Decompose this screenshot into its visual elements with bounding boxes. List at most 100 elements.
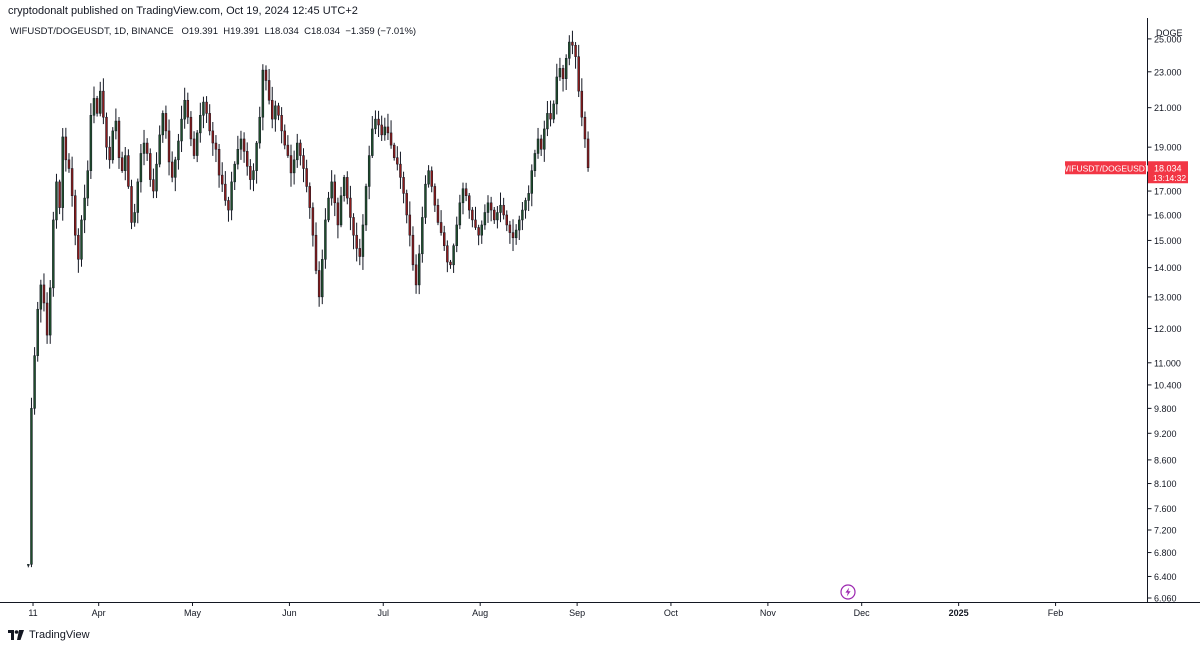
candle <box>411 226 415 271</box>
candle <box>314 222 318 275</box>
price-tick-label: 14.000 <box>1154 263 1182 273</box>
candle <box>292 150 296 185</box>
price-tick-label: 7.200 <box>1154 525 1177 535</box>
candle <box>549 100 552 127</box>
candle <box>33 347 36 415</box>
candle <box>414 254 418 294</box>
candle <box>346 171 349 205</box>
candles-layer <box>27 30 590 568</box>
candle <box>195 130 199 163</box>
candle <box>342 174 346 202</box>
candle <box>42 273 46 312</box>
candle <box>555 63 559 115</box>
candle <box>464 182 468 202</box>
candle <box>70 156 74 207</box>
candle <box>48 280 52 344</box>
price-tick-label: 13.000 <box>1154 292 1182 302</box>
candle <box>220 162 224 192</box>
candle <box>449 259 452 269</box>
candle <box>74 189 77 246</box>
candle <box>152 168 155 199</box>
candle <box>174 156 177 192</box>
candle <box>336 197 340 239</box>
candle <box>358 238 362 266</box>
time-axis-ticks: 11 Apr May Jun Jul Aug Sep Oct Nov Dec 2025 Feb <box>28 602 1063 618</box>
candle <box>77 228 80 273</box>
candle <box>305 159 308 193</box>
candle <box>271 86 274 129</box>
candle <box>583 111 587 148</box>
candle <box>161 110 165 143</box>
candle <box>405 189 408 224</box>
price-tick-label: 6.800 <box>1154 548 1177 558</box>
legend-change: −1.359 (−7.01%) <box>345 26 417 37</box>
candle <box>533 149 537 177</box>
candle <box>577 44 580 98</box>
candle <box>133 203 136 227</box>
candle <box>145 138 149 161</box>
candle <box>349 185 352 231</box>
candle <box>317 261 321 307</box>
candle <box>396 146 399 171</box>
time-tick-label: Feb <box>1048 608 1064 618</box>
candle <box>108 136 111 169</box>
candle <box>255 141 258 184</box>
candle <box>95 95 99 117</box>
candle <box>186 92 190 124</box>
candle <box>158 125 161 168</box>
candle <box>580 78 584 127</box>
candle <box>27 564 30 568</box>
candle <box>105 112 108 160</box>
candle <box>568 35 571 66</box>
candle <box>518 215 521 240</box>
candle <box>424 175 427 224</box>
candle <box>155 152 158 199</box>
candle <box>233 161 236 191</box>
candle <box>261 64 265 131</box>
candle <box>574 42 577 69</box>
tradingview-footer[interactable]: TradingView <box>8 628 90 642</box>
candle <box>471 207 474 228</box>
price-tick-label: 23.000 <box>1154 67 1182 77</box>
time-tick-label: Nov <box>760 608 777 618</box>
candle <box>258 106 261 149</box>
candle <box>264 65 268 91</box>
candle <box>543 120 546 162</box>
price-tick-label: 7.600 <box>1154 504 1177 514</box>
candle <box>170 151 174 183</box>
candle <box>571 30 574 55</box>
candle <box>364 183 368 231</box>
price-tick-label: 25.000 <box>1154 34 1182 44</box>
candle <box>502 197 505 220</box>
time-tick-label: Jul <box>377 608 389 618</box>
symbol-price-tag <box>1065 161 1146 175</box>
candle <box>427 165 430 188</box>
candle <box>80 215 83 267</box>
legend-symbol[interactable]: WIFUSDT/DOGEUSDT, 1D, BINANCE <box>10 26 174 37</box>
lightning-icon[interactable] <box>840 584 856 600</box>
time-tick-label: Jun <box>282 608 297 618</box>
time-tick-label: 2025 <box>949 608 969 618</box>
candle <box>86 160 89 207</box>
candle <box>164 105 168 139</box>
candle <box>242 132 246 163</box>
candle <box>436 198 440 226</box>
candle <box>189 111 193 147</box>
candle <box>389 120 393 149</box>
candle <box>239 130 243 160</box>
price-tick-label: 6.060 <box>1154 594 1177 604</box>
candle <box>36 301 39 362</box>
time-tick-label: Oct <box>664 608 679 618</box>
candle <box>468 192 471 219</box>
candle <box>433 183 437 212</box>
candle <box>214 135 218 163</box>
price-tick-label: 11.000 <box>1154 358 1181 368</box>
candle <box>408 201 412 247</box>
candle <box>55 173 58 229</box>
candle <box>230 171 233 221</box>
candle <box>167 119 171 176</box>
candle <box>280 107 283 144</box>
candle <box>246 142 249 176</box>
symbol-legend: WIFUSDT/DOGEUSDT, 1D, BINANCE O19.391 H1… <box>10 26 416 37</box>
